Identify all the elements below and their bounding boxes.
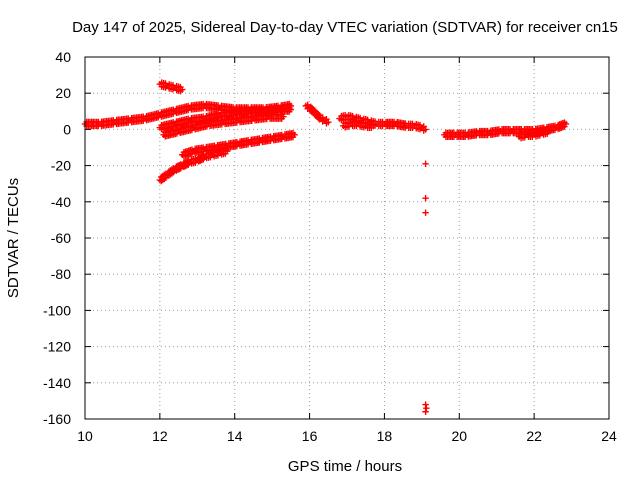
data-point <box>224 147 231 155</box>
x-tick-label: 12 <box>152 428 168 444</box>
data-point <box>545 128 553 135</box>
data-point <box>422 209 429 216</box>
y-axis-label: SDTVAR / TECUs <box>5 178 22 298</box>
y-tick-label: -160 <box>43 411 71 427</box>
plot-frame <box>84 56 610 420</box>
y-tick-label: -140 <box>43 375 71 391</box>
data-point <box>291 131 298 139</box>
y-tick-label: 0 <box>63 121 71 137</box>
x-tick-label: 14 <box>227 428 243 444</box>
data-point <box>562 120 570 128</box>
data-point <box>179 86 186 93</box>
y-tick-label: -80 <box>51 266 71 282</box>
y-tick-label: -20 <box>51 158 71 174</box>
x-tick-label: 20 <box>451 428 467 444</box>
data-point <box>325 118 332 126</box>
data-point <box>423 404 430 412</box>
y-tick-label: -100 <box>43 302 71 318</box>
data-point <box>422 160 429 167</box>
chart-title: Day 147 of 2025, Sidereal Day-to-day VTE… <box>72 19 618 36</box>
data-point <box>287 106 295 113</box>
y-tick-label: 20 <box>55 85 71 101</box>
data-point <box>280 113 287 120</box>
x-tick-label: 18 <box>377 428 393 444</box>
y-tick-label: 40 <box>55 49 71 65</box>
y-tick-label: -40 <box>51 194 71 210</box>
data-point <box>422 126 429 133</box>
x-tick-label: 24 <box>601 428 617 444</box>
axis-ticks: 10 12 14 16 18 20 22 24 40 20 0 -20 -40 -60 -80 -100 -12… <box>43 49 617 444</box>
data-points <box>81 79 570 415</box>
data-point <box>370 122 377 129</box>
y-tick-label: -120 <box>43 339 71 355</box>
y-tick-label: -60 <box>51 230 71 246</box>
data-point <box>422 408 429 415</box>
x-tick-label: 22 <box>526 428 542 444</box>
x-tick-label: 10 <box>77 428 93 444</box>
x-axis-label: GPS time / hours <box>288 458 402 475</box>
data-point <box>422 194 429 202</box>
data-point <box>422 401 429 408</box>
x-tick-label: 16 <box>302 428 318 444</box>
